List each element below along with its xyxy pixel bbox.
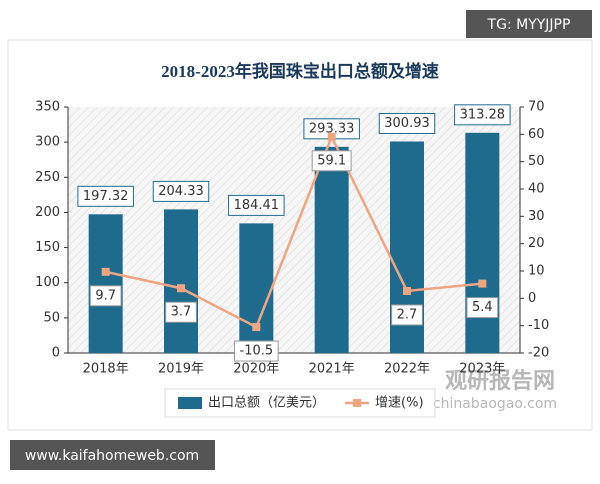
y2-tick-label: 30 [528, 209, 545, 224]
y2-tick-label: 50 [528, 154, 545, 169]
data-label: 313.28 [460, 107, 506, 122]
line-marker [403, 286, 411, 295]
data-label: 197.32 [83, 189, 129, 204]
y2-tick-label: 60 [528, 127, 545, 142]
data-label-box [378, 112, 436, 134]
data-label: -10.5 [240, 344, 274, 359]
legend-swatch [178, 397, 202, 409]
x-tick-label: 2021年 [309, 362, 355, 377]
legend-frame [164, 388, 436, 418]
x-tick-label: 2018年 [83, 362, 129, 377]
watermark-box [466, 10, 592, 38]
data-label-box [466, 297, 499, 319]
data-label: 184.41 [234, 198, 280, 213]
y-tick-label: 150 [35, 240, 60, 255]
line-marker [478, 279, 487, 288]
x-tick-label: 2022年 [384, 362, 430, 377]
watermark: TG: MYYJJPP [487, 17, 571, 33]
data-label-box [228, 194, 285, 216]
data-label-box [234, 340, 279, 362]
line-marker [177, 284, 185, 293]
y2-tick-label: 40 [528, 182, 545, 197]
data-label: 293.33 [309, 121, 355, 136]
data-label-box [311, 150, 352, 172]
bar [164, 209, 198, 353]
legend-label: 增速(%) [375, 396, 424, 411]
data-label-box [391, 304, 423, 326]
y-tick-label: 250 [35, 170, 60, 185]
y2-tick-label: -20 [528, 346, 549, 361]
bar [314, 146, 349, 353]
x-tick-label: 2023年 [459, 362, 505, 377]
y2-tick-label: 70 [528, 100, 545, 115]
y2-tick-label: -10 [528, 318, 549, 333]
data-label: 59.1 [317, 153, 346, 168]
data-label-box [77, 185, 134, 207]
data-label: 3.7 [171, 305, 192, 320]
data-label: 300.93 [384, 116, 430, 131]
data-label-box [152, 180, 210, 202]
line-marker [252, 323, 261, 332]
y-tick-label: 300 [35, 135, 60, 150]
legend-label: 出口总额（亿美元） [208, 396, 325, 411]
y-tick-label: 0 [52, 346, 60, 361]
y-tick-label: 350 [35, 100, 60, 115]
bar [88, 214, 123, 353]
x-tick-label: 2019年 [158, 362, 204, 377]
data-label: 2.7 [397, 307, 418, 322]
y2-tick-label: 20 [528, 236, 545, 251]
bar [239, 223, 274, 353]
line-marker [101, 267, 110, 276]
data-label-box [454, 104, 511, 126]
y2-tick-label: 10 [528, 264, 545, 279]
data-label-box [89, 285, 122, 307]
y2-tick-label: 0 [528, 291, 536, 306]
line-marker [327, 132, 336, 141]
data-label-box [165, 301, 197, 323]
data-label: 204.33 [158, 184, 204, 199]
watermark: www.kaifahomeweb.com [25, 448, 199, 464]
y-tick-label: 200 [35, 205, 60, 220]
legend-swatch [353, 399, 362, 407]
y-tick-label: 100 [35, 275, 60, 290]
watermark: 观研报告网 [445, 369, 555, 394]
data-label: 9.7 [95, 288, 116, 303]
watermark-box [10, 440, 215, 470]
bar [465, 132, 500, 353]
chart-title: 2018-2023年我国珠宝出口总额及增速 [161, 61, 439, 81]
watermark: chinabaogao.com [433, 396, 557, 412]
data-label: 5.4 [472, 300, 493, 315]
line [105, 133, 483, 329]
y-tick-label: 50 [43, 310, 60, 325]
x-tick-label: 2020年 [233, 362, 279, 377]
